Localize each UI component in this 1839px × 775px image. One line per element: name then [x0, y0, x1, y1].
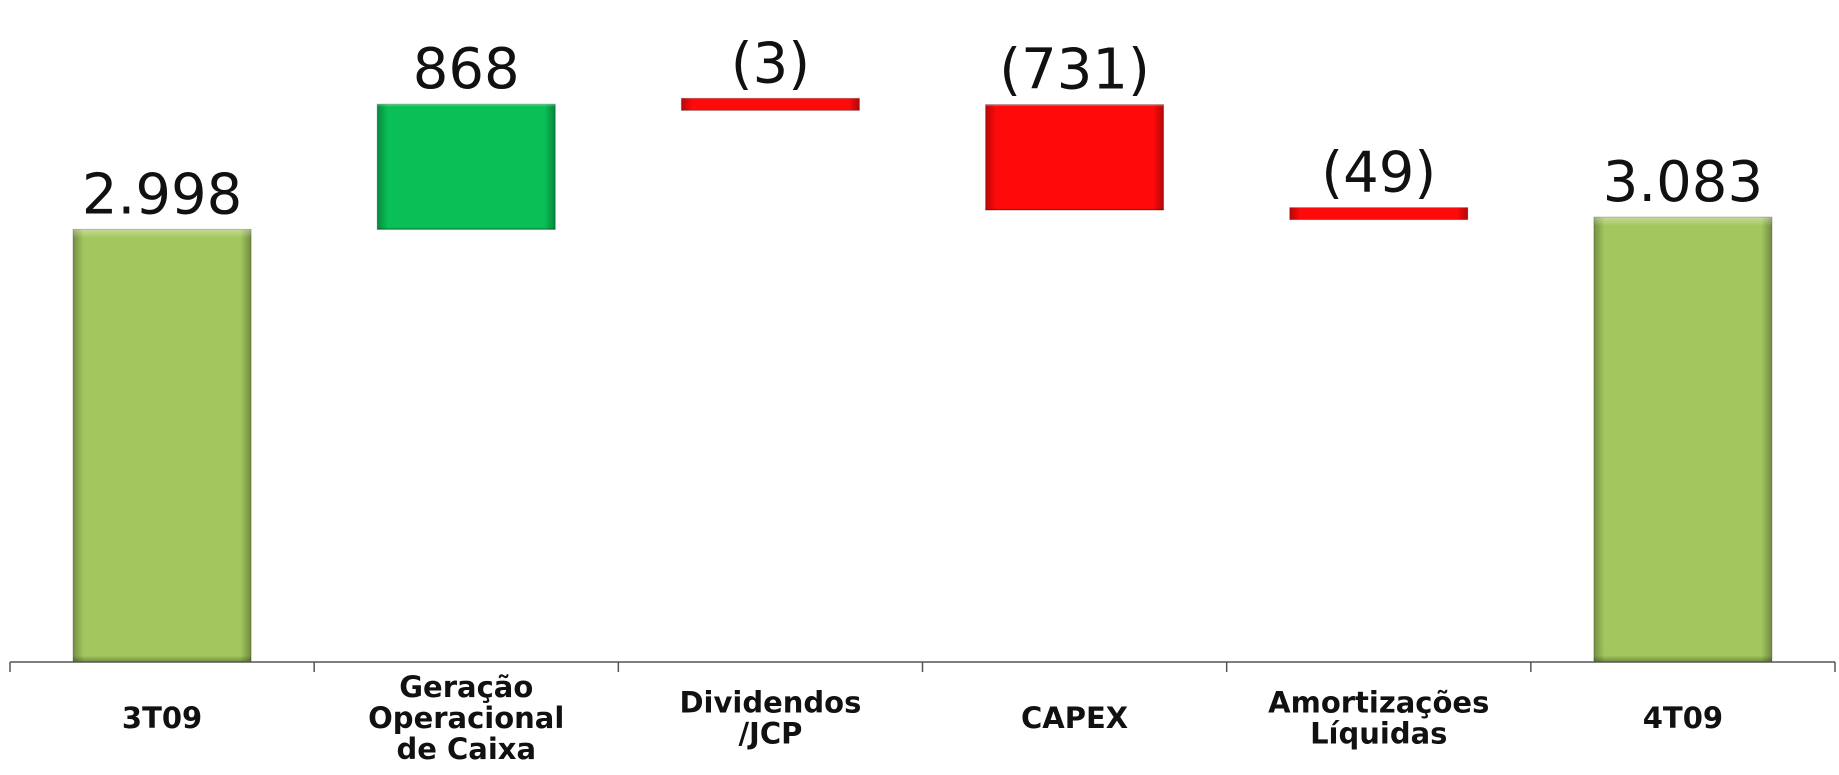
- data-labels-layer: 2.998 868 (3) (731) (49) 3.083: [82, 31, 1763, 227]
- bar-5: [1593, 216, 1773, 663]
- category-label-line: 3T09: [122, 701, 202, 735]
- data-label: 3.083: [1603, 150, 1763, 215]
- bar-2: [680, 97, 860, 111]
- category-label-line: Dividendos: [679, 686, 861, 720]
- bars-layer: [72, 97, 1773, 663]
- data-label: (3): [731, 31, 810, 96]
- bar-0: [72, 228, 252, 663]
- bar-bevel-v: [73, 229, 252, 662]
- category-label-line: /JCP: [738, 717, 802, 751]
- data-label: (49): [1321, 141, 1436, 206]
- category-label-line: Amortizações: [1268, 686, 1489, 720]
- category-label: 4T09: [1643, 701, 1723, 735]
- category-label: Geração Operacional de Caixa: [368, 670, 564, 766]
- category-label: Amortizações Líquidas: [1268, 686, 1489, 751]
- category-label-line: de Caixa: [396, 732, 536, 766]
- category-label-line: Líquidas: [1310, 717, 1447, 751]
- category-label-line: Operacional: [368, 701, 564, 735]
- bar-bevel-v: [681, 98, 860, 111]
- category-label: 3T09: [122, 701, 202, 735]
- category-label-line: CAPEX: [1021, 701, 1128, 735]
- category-label-line: 4T09: [1643, 701, 1723, 735]
- bar-bevel-v: [377, 104, 556, 230]
- bar-1: [376, 103, 556, 230]
- bar-bevel-v: [1289, 207, 1468, 220]
- category-label-line: Geração: [399, 670, 533, 704]
- category-label: CAPEX: [1021, 701, 1128, 735]
- bar-bevel-v: [985, 104, 1164, 211]
- data-label: 868: [413, 37, 520, 102]
- data-label: (731): [999, 38, 1150, 103]
- category-label: Dividendos/JCP: [679, 686, 861, 751]
- bar-bevel-v: [1593, 217, 1772, 662]
- data-label: 2.998: [82, 162, 242, 227]
- bar-4: [1289, 207, 1469, 221]
- x-axis: 3T09 Geração Operacional de Caixa Dividendos…: [9, 661, 1836, 766]
- bar-3: [985, 104, 1165, 211]
